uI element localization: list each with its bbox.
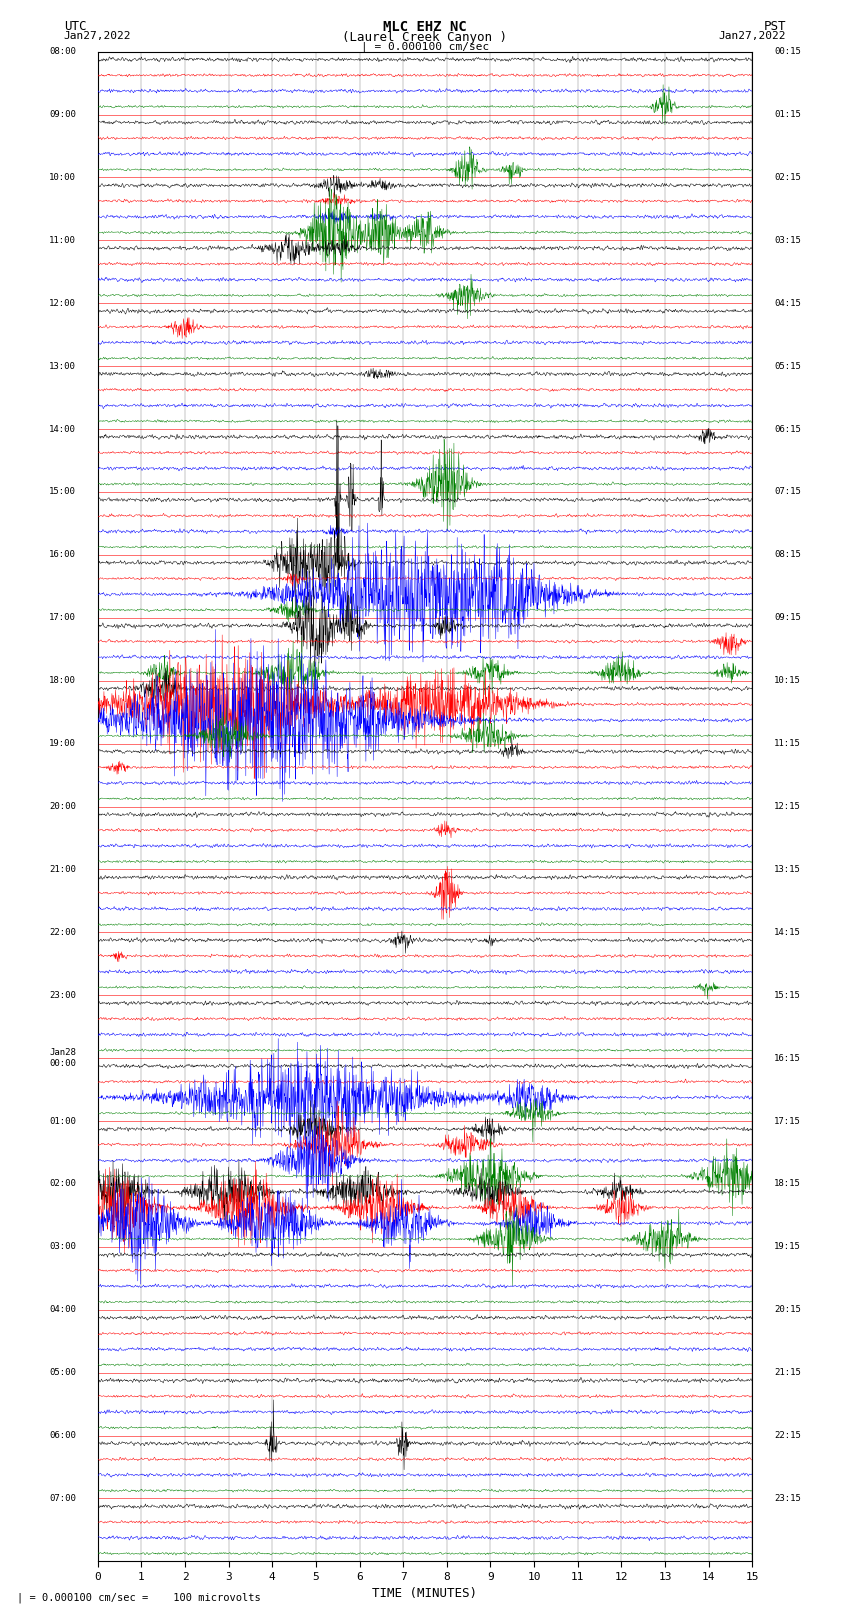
Text: 09:00: 09:00	[49, 110, 76, 119]
Text: 21:15: 21:15	[774, 1368, 801, 1378]
Text: 07:00: 07:00	[49, 1494, 76, 1503]
Text: Jan27,2022: Jan27,2022	[719, 31, 786, 40]
Text: 10:00: 10:00	[49, 173, 76, 182]
Text: 19:15: 19:15	[774, 1242, 801, 1252]
Text: (Laurel Creek Canyon ): (Laurel Creek Canyon )	[343, 31, 507, 44]
Text: | = 0.000100 cm/sec =    100 microvolts: | = 0.000100 cm/sec = 100 microvolts	[17, 1592, 261, 1603]
Text: 18:00: 18:00	[49, 676, 76, 686]
Text: 06:15: 06:15	[774, 424, 801, 434]
Text: 09:15: 09:15	[774, 613, 801, 623]
Text: 15:00: 15:00	[49, 487, 76, 497]
Text: 22:15: 22:15	[774, 1431, 801, 1440]
Text: 17:00: 17:00	[49, 613, 76, 623]
Text: | = 0.000100 cm/sec: | = 0.000100 cm/sec	[361, 40, 489, 52]
Text: 13:00: 13:00	[49, 361, 76, 371]
Text: 16:00: 16:00	[49, 550, 76, 560]
Text: Jan27,2022: Jan27,2022	[64, 31, 131, 40]
Text: 03:15: 03:15	[774, 235, 801, 245]
Text: 10:15: 10:15	[774, 676, 801, 686]
Text: 16:15: 16:15	[774, 1053, 801, 1063]
Text: PST: PST	[764, 19, 786, 34]
Text: 06:00: 06:00	[49, 1431, 76, 1440]
Text: 18:15: 18:15	[774, 1179, 801, 1189]
Text: 11:00: 11:00	[49, 235, 76, 245]
Text: 02:00: 02:00	[49, 1179, 76, 1189]
Text: 14:00: 14:00	[49, 424, 76, 434]
Text: 17:15: 17:15	[774, 1116, 801, 1126]
Text: 15:15: 15:15	[774, 990, 801, 1000]
Text: 21:00: 21:00	[49, 865, 76, 874]
Text: 20:00: 20:00	[49, 802, 76, 811]
Text: 05:00: 05:00	[49, 1368, 76, 1378]
Text: 12:00: 12:00	[49, 298, 76, 308]
Text: 11:15: 11:15	[774, 739, 801, 748]
Text: UTC: UTC	[64, 19, 86, 34]
Text: 23:15: 23:15	[774, 1494, 801, 1503]
Text: 08:15: 08:15	[774, 550, 801, 560]
Text: Jan28
00:00: Jan28 00:00	[49, 1048, 76, 1068]
Text: 01:15: 01:15	[774, 110, 801, 119]
Text: 05:15: 05:15	[774, 361, 801, 371]
Text: 20:15: 20:15	[774, 1305, 801, 1315]
Text: 01:00: 01:00	[49, 1116, 76, 1126]
Text: 02:15: 02:15	[774, 173, 801, 182]
Text: 22:00: 22:00	[49, 927, 76, 937]
Text: 12:15: 12:15	[774, 802, 801, 811]
Text: 00:15: 00:15	[774, 47, 801, 56]
Text: 08:00: 08:00	[49, 47, 76, 56]
X-axis label: TIME (MINUTES): TIME (MINUTES)	[372, 1587, 478, 1600]
Text: 23:00: 23:00	[49, 990, 76, 1000]
Text: 19:00: 19:00	[49, 739, 76, 748]
Text: 13:15: 13:15	[774, 865, 801, 874]
Text: 07:15: 07:15	[774, 487, 801, 497]
Text: MLC EHZ NC: MLC EHZ NC	[383, 19, 467, 34]
Text: 04:15: 04:15	[774, 298, 801, 308]
Text: 14:15: 14:15	[774, 927, 801, 937]
Text: 03:00: 03:00	[49, 1242, 76, 1252]
Text: 04:00: 04:00	[49, 1305, 76, 1315]
